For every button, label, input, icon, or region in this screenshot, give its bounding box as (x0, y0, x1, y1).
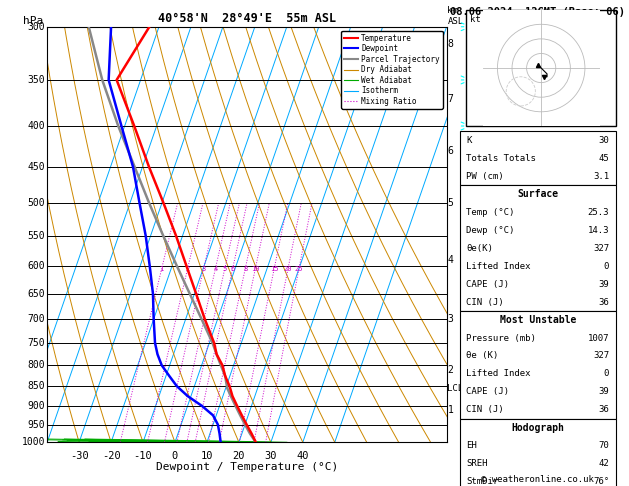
Text: 7: 7 (447, 94, 454, 104)
Text: Lifted Index: Lifted Index (467, 261, 531, 271)
Text: 3: 3 (447, 314, 454, 324)
Text: 0: 0 (172, 451, 178, 461)
Text: Lifted Index: Lifted Index (467, 369, 531, 379)
Text: 10: 10 (201, 451, 213, 461)
Text: 1: 1 (160, 266, 164, 272)
Text: Pressure (mb): Pressure (mb) (467, 333, 537, 343)
Text: Surface: Surface (517, 189, 559, 199)
Text: -30: -30 (70, 451, 89, 461)
Bar (467, 10, 616, 126)
Text: 2: 2 (447, 364, 454, 375)
Text: 39: 39 (598, 279, 609, 289)
Text: 700: 700 (28, 314, 45, 324)
Text: CAPE (J): CAPE (J) (467, 387, 509, 397)
Text: 4: 4 (213, 266, 218, 272)
Text: CIN (J): CIN (J) (467, 405, 504, 415)
Text: 40: 40 (296, 451, 309, 461)
Text: 1000: 1000 (21, 437, 45, 447)
Bar (460, 131, 616, 185)
Text: 300: 300 (28, 22, 45, 32)
Text: θe (K): θe (K) (467, 351, 499, 361)
Text: 450: 450 (28, 162, 45, 172)
Text: StmDir: StmDir (467, 477, 499, 486)
Bar (460, 419, 616, 486)
Text: 3: 3 (201, 266, 206, 272)
Text: Mixing Ratio (g/kg): Mixing Ratio (g/kg) (466, 183, 475, 286)
Text: LCL: LCL (447, 383, 464, 393)
Text: Temp (°C): Temp (°C) (467, 208, 515, 217)
Text: kt: kt (470, 15, 481, 24)
Text: 327: 327 (593, 243, 609, 253)
Text: CAPE (J): CAPE (J) (467, 279, 509, 289)
Text: © weatheronline.co.uk: © weatheronline.co.uk (481, 474, 594, 484)
Text: 0: 0 (604, 369, 609, 379)
Text: 6: 6 (447, 146, 454, 156)
Text: 20: 20 (284, 266, 292, 272)
Text: 327: 327 (593, 351, 609, 361)
Text: 36: 36 (598, 405, 609, 415)
Text: 800: 800 (28, 360, 45, 370)
Bar (460, 185, 616, 311)
Text: 25: 25 (294, 266, 303, 272)
Text: 25.3: 25.3 (587, 208, 609, 217)
Legend: Temperature, Dewpoint, Parcel Trajectory, Dry Adiabat, Wet Adiabat, Isotherm, Mi: Temperature, Dewpoint, Parcel Trajectory… (341, 31, 443, 109)
Text: 5: 5 (223, 266, 227, 272)
Bar (460, 311, 616, 419)
Text: 8: 8 (243, 266, 247, 272)
Text: 15: 15 (270, 266, 279, 272)
Text: 10: 10 (251, 266, 260, 272)
Text: 650: 650 (28, 289, 45, 298)
Text: Hodograph: Hodograph (511, 423, 564, 433)
Text: 6: 6 (230, 266, 235, 272)
Text: K: K (467, 136, 472, 145)
Text: 1: 1 (447, 405, 454, 415)
Text: 950: 950 (28, 419, 45, 430)
Text: 850: 850 (28, 381, 45, 391)
Text: 70: 70 (598, 441, 609, 451)
Text: Most Unstable: Most Unstable (499, 315, 576, 325)
Text: SREH: SREH (467, 459, 488, 469)
Text: 39: 39 (598, 387, 609, 397)
Text: 4: 4 (447, 255, 454, 265)
Text: CIN (J): CIN (J) (467, 297, 504, 307)
Text: -20: -20 (102, 451, 121, 461)
X-axis label: Dewpoint / Temperature (°C): Dewpoint / Temperature (°C) (156, 462, 338, 472)
Text: 900: 900 (28, 401, 45, 411)
Text: 14.3: 14.3 (587, 226, 609, 235)
Text: Totals Totals: Totals Totals (467, 154, 537, 163)
Text: 1007: 1007 (587, 333, 609, 343)
Text: hPa: hPa (23, 16, 43, 26)
Text: 350: 350 (28, 75, 45, 85)
Text: 36: 36 (598, 297, 609, 307)
Text: 42: 42 (598, 459, 609, 469)
Text: 500: 500 (28, 198, 45, 208)
Text: Dewp (°C): Dewp (°C) (467, 226, 515, 235)
Text: EH: EH (467, 441, 477, 451)
Text: 400: 400 (28, 121, 45, 131)
Text: 550: 550 (28, 231, 45, 241)
Text: θe(K): θe(K) (467, 243, 493, 253)
Text: 40°58'N  28°49'E  55m ASL: 40°58'N 28°49'E 55m ASL (158, 12, 336, 25)
Text: 45: 45 (598, 154, 609, 163)
Text: 5: 5 (447, 198, 454, 208)
Text: 750: 750 (28, 338, 45, 348)
Text: 20: 20 (233, 451, 245, 461)
Text: 0: 0 (604, 261, 609, 271)
Text: km
ASL: km ASL (447, 6, 464, 26)
Text: 08.06.2024  12GMT (Base: 06): 08.06.2024 12GMT (Base: 06) (450, 7, 625, 17)
Text: -10: -10 (133, 451, 152, 461)
Text: 2: 2 (186, 266, 190, 272)
Text: PW (cm): PW (cm) (467, 172, 504, 181)
Text: 8: 8 (447, 38, 454, 49)
Text: 30: 30 (598, 136, 609, 145)
Text: 76°: 76° (593, 477, 609, 486)
Text: 600: 600 (28, 261, 45, 271)
Text: 30: 30 (265, 451, 277, 461)
Text: 3.1: 3.1 (593, 172, 609, 181)
